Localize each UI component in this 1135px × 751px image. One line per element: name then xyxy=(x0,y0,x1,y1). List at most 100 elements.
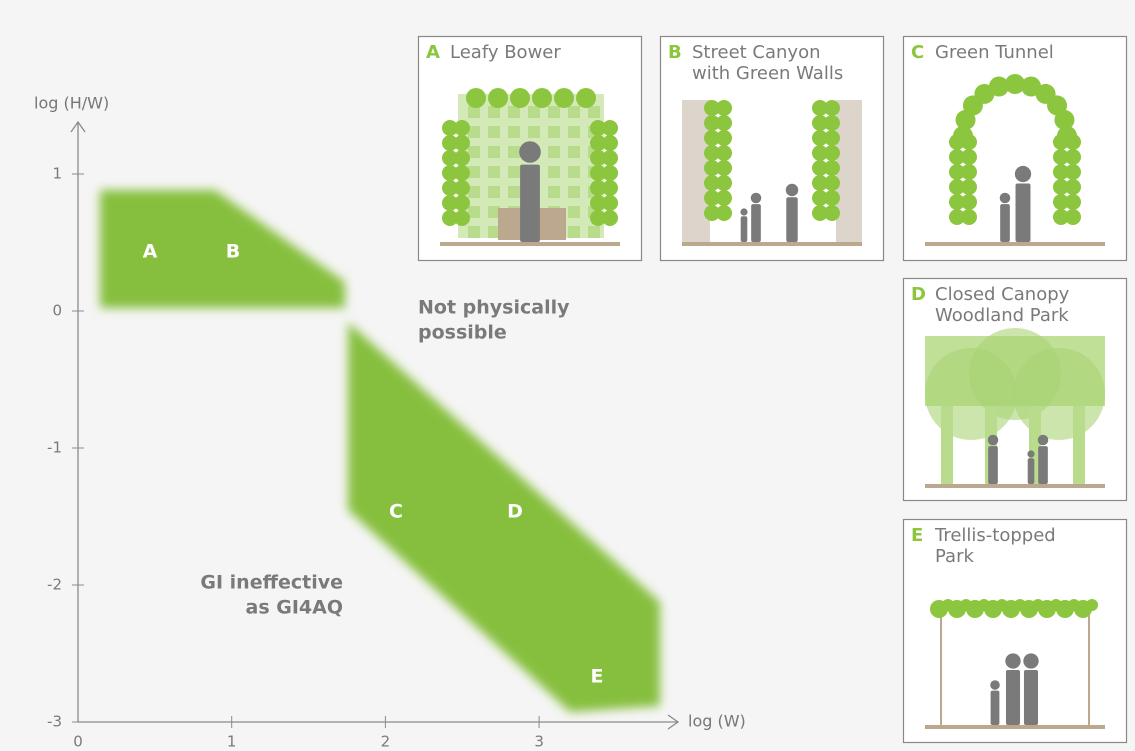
bower-tile xyxy=(568,166,580,178)
leaf xyxy=(454,195,470,211)
panel-letter: C xyxy=(911,42,924,63)
leaf xyxy=(716,115,732,131)
bower-tile xyxy=(528,126,540,138)
person-head xyxy=(519,141,541,163)
person-head xyxy=(786,184,798,196)
annotation: as GI4AQ xyxy=(246,597,344,619)
leaf xyxy=(961,149,977,165)
leaf xyxy=(824,100,840,116)
bower-tile xyxy=(508,186,520,198)
bower-tile xyxy=(568,146,580,158)
bower-tile xyxy=(568,186,580,198)
panel: A Leafy Bower xyxy=(419,37,642,261)
person-body xyxy=(741,216,748,242)
person-body xyxy=(1024,670,1038,725)
leaf xyxy=(716,190,732,206)
trunk xyxy=(1073,406,1085,486)
person-head xyxy=(1027,450,1034,457)
leaf xyxy=(454,120,470,136)
leaf xyxy=(824,205,840,221)
panel-title: Trellis-topped xyxy=(934,525,1056,546)
person-head xyxy=(1000,193,1011,204)
leaf xyxy=(716,130,732,146)
y-tick-label: 0 xyxy=(52,302,62,320)
leaf xyxy=(602,150,618,166)
leaf xyxy=(602,195,618,211)
person-head xyxy=(1038,435,1049,446)
bower-tile xyxy=(468,226,480,238)
trunk xyxy=(941,406,953,486)
bower-tile xyxy=(568,106,580,118)
region-label: C xyxy=(389,501,403,523)
person-body xyxy=(1006,670,1020,725)
person-body xyxy=(1028,458,1035,484)
bower-tile xyxy=(568,226,580,238)
bower-tile xyxy=(488,126,500,138)
panel-title: Street Canyon xyxy=(692,42,821,63)
leaf xyxy=(454,210,470,226)
leaf xyxy=(554,88,574,108)
leaf xyxy=(1065,164,1081,180)
bower-tile xyxy=(508,146,520,158)
leaf xyxy=(602,180,618,196)
leaf xyxy=(602,165,618,181)
leaf xyxy=(1065,134,1081,150)
leaf xyxy=(454,180,470,196)
panel-letter: A xyxy=(426,42,440,63)
region-label: B xyxy=(226,241,240,263)
panel-title: Leafy Bower xyxy=(450,42,561,63)
person-body xyxy=(786,197,797,242)
leaf xyxy=(961,179,977,195)
bower-tile xyxy=(588,226,600,238)
panel: DClosed CanopyWoodland Park xyxy=(904,279,1127,501)
person-head xyxy=(1015,166,1031,182)
bower-tile xyxy=(508,126,520,138)
leaf xyxy=(716,100,732,116)
leaf xyxy=(824,115,840,131)
bower-tile xyxy=(568,206,580,218)
bower-tile xyxy=(548,166,560,178)
annotation: Not physically xyxy=(418,297,570,319)
bower-tile xyxy=(488,166,500,178)
y-tick-label: -2 xyxy=(47,576,62,594)
region-label: A xyxy=(143,241,158,263)
leaf xyxy=(824,160,840,176)
person-head xyxy=(1005,653,1020,668)
leaf xyxy=(716,175,732,191)
panel-title: Green Tunnel xyxy=(935,42,1054,63)
leaf xyxy=(532,88,552,108)
x-tick-label: 2 xyxy=(381,733,391,751)
bower-tile xyxy=(548,146,560,158)
leaf xyxy=(454,135,470,151)
bower-tile xyxy=(468,206,480,218)
person-head xyxy=(751,193,762,204)
infographic: log (H/W) log (W) 012310-1-2-3ABCDENot p… xyxy=(0,0,1135,751)
wall xyxy=(836,100,862,244)
bower-tile xyxy=(548,126,560,138)
panel-letter: D xyxy=(911,284,926,305)
panel-letter: B xyxy=(668,42,682,63)
leaf xyxy=(824,130,840,146)
y-tick-label: -3 xyxy=(47,713,62,731)
panel-letter: E xyxy=(911,525,923,546)
person-head xyxy=(740,208,747,215)
y-tick-label: -1 xyxy=(47,439,62,457)
person-body xyxy=(1016,184,1031,242)
leaf xyxy=(454,165,470,181)
y-tick-label: 1 xyxy=(52,165,62,183)
leaf xyxy=(961,134,977,150)
leaf xyxy=(961,164,977,180)
bower-tile xyxy=(508,166,520,178)
panel: C Green Tunnel xyxy=(904,37,1127,261)
leaf xyxy=(961,209,977,225)
region-label: D xyxy=(507,501,523,523)
x-tick-label: 1 xyxy=(227,733,237,751)
leaf xyxy=(716,160,732,176)
bower-tile xyxy=(588,106,600,118)
bower-tile xyxy=(548,106,560,118)
person-body xyxy=(751,204,761,242)
person-body xyxy=(1038,446,1048,484)
leaf xyxy=(602,210,618,226)
